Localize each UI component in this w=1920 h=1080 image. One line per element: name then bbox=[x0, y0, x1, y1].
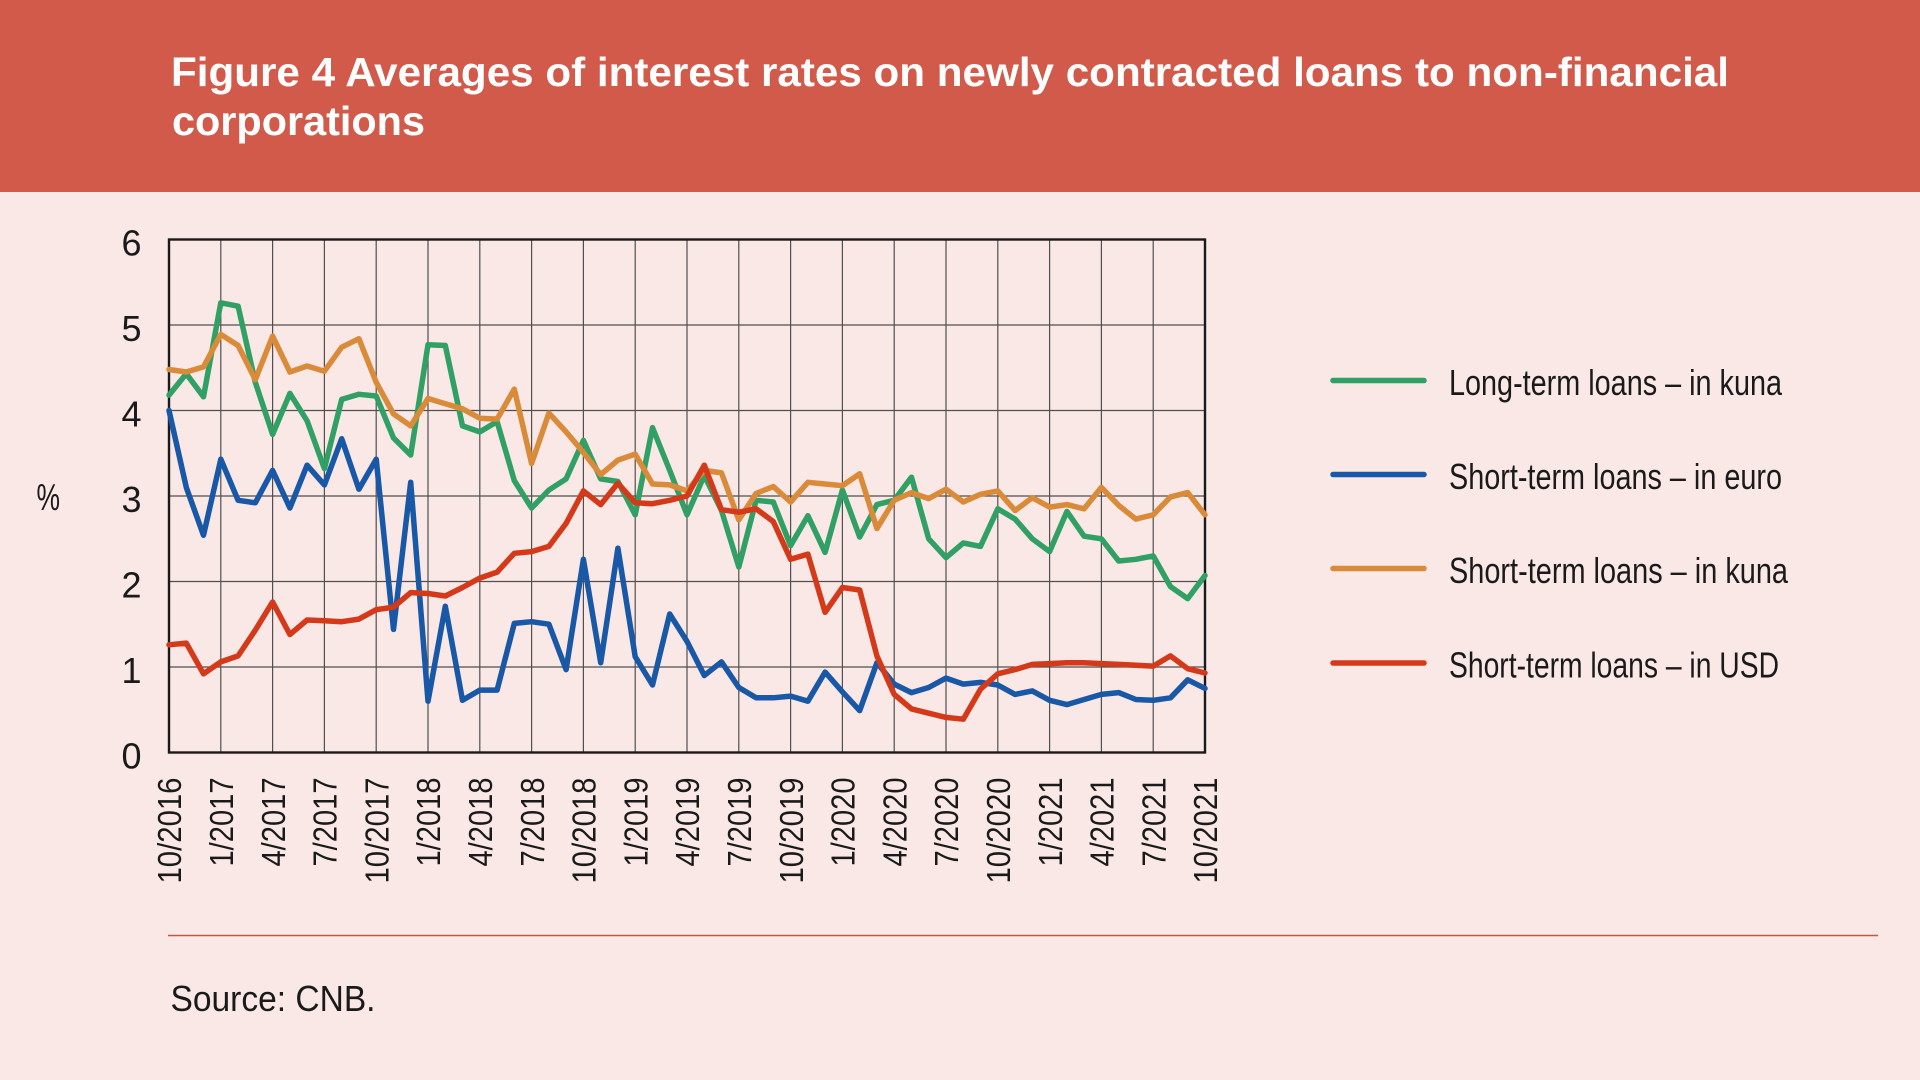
svg-text:4/2018: 4/2018 bbox=[462, 778, 499, 867]
svg-text:1/2018: 1/2018 bbox=[410, 778, 447, 867]
svg-text:7/2018: 7/2018 bbox=[514, 778, 551, 867]
svg-text:Short-term loans – in USD: Short-term loans – in USD bbox=[1449, 645, 1779, 686]
svg-text:%: % bbox=[37, 477, 61, 518]
svg-text:10/2017: 10/2017 bbox=[358, 778, 395, 884]
svg-text:10/2018: 10/2018 bbox=[566, 778, 603, 884]
svg-text:Figure 4 Averages of interest: Figure 4 Averages of interest rates on n… bbox=[171, 49, 1729, 95]
svg-text:10/2019: 10/2019 bbox=[773, 778, 810, 884]
svg-text:1: 1 bbox=[121, 650, 141, 691]
svg-text:10/2020: 10/2020 bbox=[980, 778, 1017, 884]
svg-text:10/2016: 10/2016 bbox=[151, 778, 188, 884]
svg-text:corporations: corporations bbox=[172, 98, 425, 144]
svg-text:4/2021: 4/2021 bbox=[1084, 778, 1121, 867]
svg-text:3: 3 bbox=[121, 479, 141, 520]
svg-text:7/2020: 7/2020 bbox=[928, 778, 965, 867]
svg-text:5: 5 bbox=[121, 308, 141, 349]
svg-text:Short-term loans – in kuna: Short-term loans – in kuna bbox=[1449, 550, 1789, 591]
svg-text:Short-term loans – in euro: Short-term loans – in euro bbox=[1449, 456, 1782, 497]
svg-text:Long-term loans – in kuna: Long-term loans – in kuna bbox=[1449, 362, 1783, 403]
svg-text:4/2020: 4/2020 bbox=[876, 778, 913, 867]
svg-text:1/2021: 1/2021 bbox=[1032, 778, 1069, 867]
svg-text:4: 4 bbox=[121, 394, 141, 435]
svg-text:7/2017: 7/2017 bbox=[307, 778, 344, 867]
svg-text:4/2017: 4/2017 bbox=[255, 778, 292, 867]
svg-text:1/2020: 1/2020 bbox=[825, 778, 862, 867]
svg-text:Source: CNB.: Source: CNB. bbox=[171, 978, 376, 1019]
svg-text:10/2021: 10/2021 bbox=[1187, 778, 1224, 884]
svg-text:1/2017: 1/2017 bbox=[203, 778, 240, 867]
svg-text:1/2019: 1/2019 bbox=[617, 778, 654, 867]
svg-text:7/2021: 7/2021 bbox=[1135, 778, 1172, 867]
svg-text:7/2019: 7/2019 bbox=[721, 778, 758, 867]
svg-text:4/2019: 4/2019 bbox=[669, 778, 706, 867]
svg-text:6: 6 bbox=[121, 223, 141, 264]
svg-text:0: 0 bbox=[121, 736, 141, 777]
svg-text:2: 2 bbox=[121, 565, 141, 606]
